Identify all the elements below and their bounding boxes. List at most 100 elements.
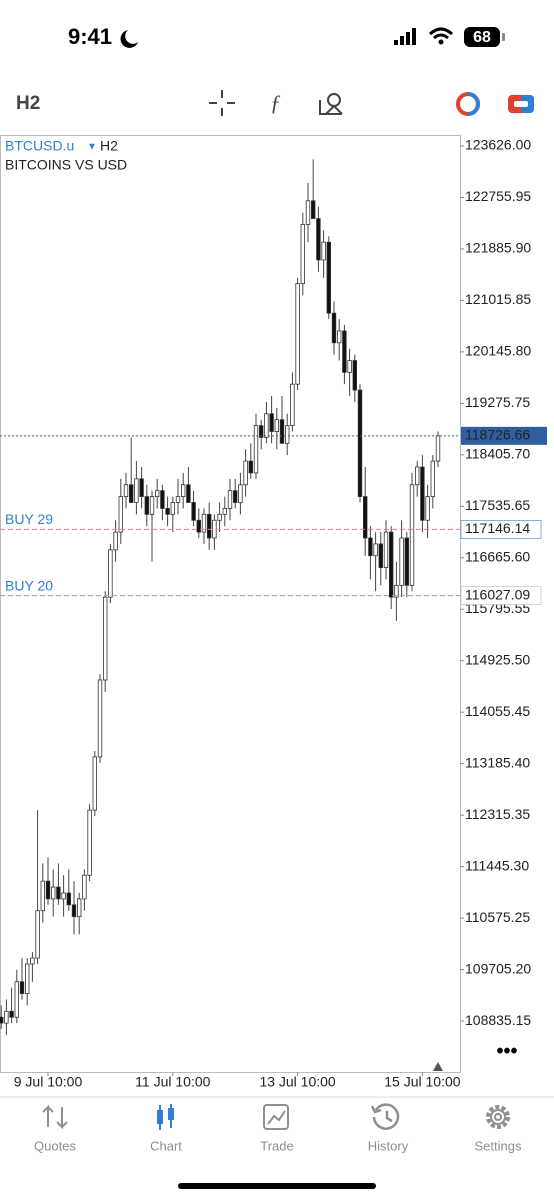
candle-body bbox=[336, 330, 342, 344]
moon-icon bbox=[120, 30, 138, 48]
more-button[interactable]: ••• bbox=[496, 1040, 517, 1062]
history-icon[interactable] bbox=[370, 1103, 400, 1130]
candle-body bbox=[154, 490, 160, 497]
y-tick-label: 114055.45 bbox=[465, 703, 530, 719]
signals-icon[interactable] bbox=[456, 92, 480, 116]
battery-level: 68 bbox=[473, 29, 491, 46]
x-tick-label: 13 Jul 10:00 bbox=[259, 1074, 335, 1090]
y-tick-label: 119275.75 bbox=[465, 394, 530, 410]
candle-body bbox=[430, 460, 435, 497]
candle-body bbox=[222, 508, 227, 515]
tab-label[interactable]: Chart bbox=[150, 1138, 182, 1153]
candle-body bbox=[253, 425, 259, 474]
candle-body bbox=[170, 502, 175, 515]
battery-icon bbox=[464, 27, 500, 47]
candle-body bbox=[295, 283, 300, 385]
candle-body bbox=[82, 874, 87, 900]
tab-label[interactable]: Quotes bbox=[34, 1138, 76, 1153]
candle-body bbox=[149, 496, 155, 515]
symbol-description: BITCOINS VS USD bbox=[5, 157, 127, 173]
candle-body bbox=[258, 425, 264, 438]
candle-body bbox=[368, 537, 373, 557]
candle-body bbox=[87, 809, 92, 876]
candle-body bbox=[19, 981, 25, 994]
home-indicator bbox=[178, 1183, 376, 1189]
candle-body bbox=[4, 1010, 9, 1024]
y-tick-label: 117535.65 bbox=[465, 497, 530, 513]
candle-body bbox=[305, 200, 311, 225]
candle-body bbox=[362, 496, 368, 539]
price-label-box bbox=[460, 586, 542, 605]
candle-body bbox=[9, 1010, 14, 1018]
symbol: BTCUSD.u bbox=[5, 138, 74, 154]
candle-body bbox=[409, 484, 415, 586]
candle-body bbox=[347, 360, 352, 373]
candle-body bbox=[108, 549, 113, 598]
candle-body bbox=[321, 241, 326, 261]
tab-label[interactable]: History bbox=[368, 1138, 409, 1153]
candle-body bbox=[279, 419, 285, 444]
y-tick-label: 111445.30 bbox=[465, 857, 529, 873]
candle-body bbox=[24, 963, 30, 994]
candle-body bbox=[201, 513, 207, 533]
candle-body bbox=[77, 898, 82, 918]
candle-body bbox=[352, 360, 357, 391]
y-tick-label: 108835.15 bbox=[465, 1012, 531, 1028]
candle-body bbox=[103, 596, 108, 681]
candle-body bbox=[342, 330, 347, 373]
candle-body bbox=[269, 413, 274, 432]
signal-icon bbox=[394, 28, 416, 45]
y-tick-label: 121015.85 bbox=[465, 291, 531, 307]
tab-label[interactable]: Settings bbox=[475, 1138, 522, 1153]
candle-body bbox=[180, 484, 186, 497]
period-button[interactable]: H2 bbox=[16, 93, 40, 114]
candle-body bbox=[243, 460, 248, 486]
candle-body bbox=[139, 478, 144, 497]
candle-body bbox=[388, 531, 394, 598]
indicators-icon[interactable]: ƒ bbox=[270, 90, 281, 115]
candle-body bbox=[414, 466, 420, 486]
y-tick-label: 121885.90 bbox=[465, 240, 531, 256]
trade-icon[interactable] bbox=[508, 95, 534, 113]
candle-body bbox=[331, 312, 337, 344]
candle-body bbox=[394, 584, 399, 598]
y-tick-label: 123626.00 bbox=[465, 137, 531, 153]
candle-body bbox=[212, 519, 217, 539]
candle-body bbox=[326, 241, 331, 314]
x-tick-label: 15 Jul 10:00 bbox=[384, 1074, 460, 1090]
candle-body bbox=[310, 200, 316, 219]
price-label-box bbox=[461, 426, 547, 445]
symbol-dropdown[interactable]: ▼ bbox=[87, 142, 97, 153]
candle-body bbox=[123, 484, 129, 497]
candle-body bbox=[238, 484, 243, 503]
candle-body bbox=[274, 419, 279, 432]
price-label: 116027.09 bbox=[465, 586, 530, 602]
trade-tab-icon[interactable] bbox=[263, 1104, 289, 1130]
candle-body bbox=[165, 508, 170, 515]
candle-body bbox=[160, 490, 165, 509]
candle-body bbox=[357, 389, 363, 497]
candles bbox=[0, 159, 441, 1035]
y-tick-label: 116665.60 bbox=[465, 548, 530, 564]
chart-frame bbox=[0, 135, 461, 1073]
chart-icon[interactable] bbox=[157, 1104, 174, 1130]
y-tick-label: 122755.95 bbox=[465, 188, 531, 204]
candle-body bbox=[51, 886, 56, 900]
candle-body bbox=[290, 383, 295, 426]
settings-icon[interactable] bbox=[486, 1105, 510, 1129]
candle-body bbox=[399, 537, 404, 586]
candle-body bbox=[71, 904, 77, 918]
x-tick-label: 9 Jul 10:00 bbox=[14, 1074, 83, 1090]
objects-icon[interactable] bbox=[319, 93, 343, 115]
candle-body bbox=[128, 484, 134, 503]
candle-body bbox=[217, 513, 222, 521]
candle-body bbox=[97, 679, 103, 758]
candle-body bbox=[186, 484, 191, 503]
y-tick-label: 120145.80 bbox=[465, 343, 531, 359]
tab-label[interactable]: Trade bbox=[260, 1138, 293, 1153]
crosshair-icon[interactable] bbox=[209, 90, 235, 116]
quotes-icon[interactable] bbox=[42, 1104, 68, 1130]
battery-cap bbox=[502, 33, 505, 41]
